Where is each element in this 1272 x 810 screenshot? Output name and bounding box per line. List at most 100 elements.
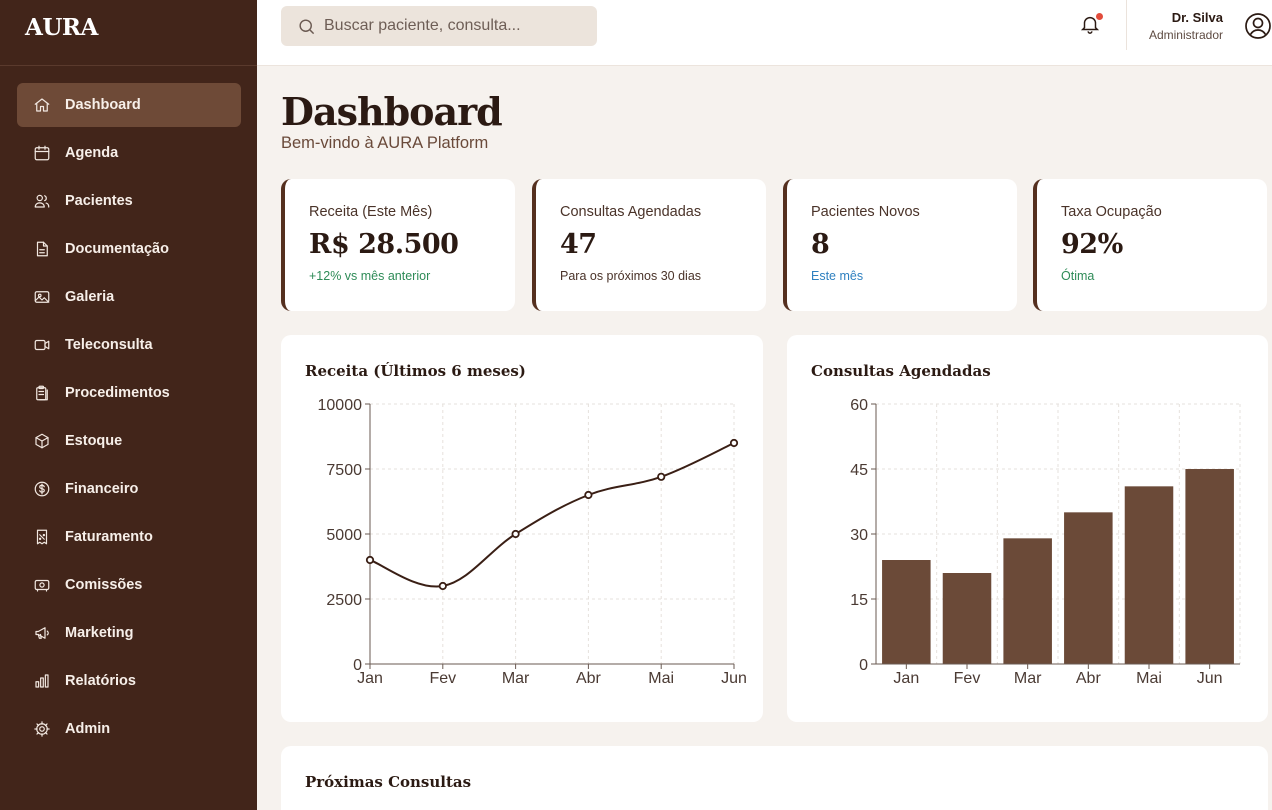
notifications-button[interactable] <box>1079 13 1103 39</box>
sidebar-item-label: Relatórios <box>65 673 136 689</box>
sidebar-item-estoque[interactable]: Estoque <box>17 419 241 463</box>
y-tick-label: 0 <box>353 657 362 674</box>
sidebar-item-label: Galeria <box>65 289 115 305</box>
revenue-line-chart: 0 2500 5000 7500 10000 Jan Fev Mar Abr Mai Jun <box>318 397 747 687</box>
revenue-point <box>584 490 593 500</box>
x-tick-label: Fev <box>429 670 456 687</box>
sidebar-item-procedimentos[interactable]: Procedimentos <box>17 371 241 415</box>
sidebar-item-pacientes[interactable]: Pacientes <box>17 179 241 223</box>
revenue-point <box>657 472 666 481</box>
users-icon <box>33 192 51 210</box>
gear-icon <box>33 720 51 738</box>
sidebar-item-agenda[interactable]: Agenda <box>17 131 241 175</box>
y-tick-label: 60 <box>850 397 868 414</box>
sidebar-item-label: Documentação <box>65 241 169 257</box>
revenue-line <box>369 442 735 588</box>
bell-icon <box>1080 16 1100 34</box>
search-input[interactable] <box>324 17 584 35</box>
calendar-icon <box>33 144 51 162</box>
sidebar-item-faturamento[interactable]: Faturamento <box>17 515 241 559</box>
sidebar-item-label: Dashboard <box>65 97 141 113</box>
banknote-icon <box>33 576 51 594</box>
document-icon <box>33 240 51 258</box>
sidebar-item-admin[interactable]: Admin <box>17 707 241 751</box>
sidebar-item-label: Comissões <box>65 577 143 593</box>
sidebar-item-label: Agenda <box>65 145 119 161</box>
sidebar-item-documentacao[interactable]: Documentação <box>17 227 241 271</box>
stat-card-revenue: Receita (Este Mês) R$ 28.500 +12% vs mês… <box>281 179 515 311</box>
sidebar: AURA Dashboard Agenda Pacientes Documentaçã… <box>0 0 257 810</box>
x-tick-label: Abr <box>576 670 602 687</box>
revenue-point <box>729 438 739 448</box>
y-tick-label: 30 <box>850 527 868 544</box>
bar-chart-icon <box>33 672 51 690</box>
search-box[interactable] <box>281 6 597 46</box>
revenue-point <box>365 555 375 565</box>
y-tick-label: 7500 <box>326 462 362 479</box>
appointments-bar <box>882 560 931 664</box>
sidebar-item-label: Teleconsulta <box>65 337 153 353</box>
x-tick-label: Jun <box>1197 670 1223 687</box>
upcoming-appointments-card: Próximas Consultas <box>281 746 1268 810</box>
sidebar-item-comissoes[interactable]: Comissões <box>17 563 241 607</box>
sidebar-item-label: Admin <box>65 721 111 737</box>
top-header: Dr. Silva Administrador <box>257 0 1272 66</box>
appointments-bar <box>1124 486 1174 664</box>
clipboard-icon <box>33 384 51 402</box>
dollar-icon <box>33 480 51 498</box>
stat-label: Taxa Ocupação <box>1061 204 1162 220</box>
appointments-bar <box>1185 469 1234 664</box>
receipt-icon <box>33 528 51 546</box>
stat-note: Este mês <box>811 269 864 283</box>
stat-value: 92% <box>1061 229 1123 260</box>
appointments-bar-chart: 0 15 30 45 60 Jan Fev Mar Abr Mai Jun <box>850 397 1241 687</box>
page-subtitle: Bem-vindo à AURA Platform <box>281 134 489 152</box>
x-tick-label: Mar <box>1014 670 1042 687</box>
stat-card-new-patients: Pacientes Novos 8 Este mês <box>783 179 1017 311</box>
x-tick-label: Jan <box>893 670 919 687</box>
x-tick-label: Mai <box>648 670 674 687</box>
sidebar-item-label: Procedimentos <box>65 385 170 401</box>
sidebar-item-marketing[interactable]: Marketing <box>17 611 241 655</box>
stat-label: Consultas Agendadas <box>560 204 702 220</box>
revenue-chart-title: Receita (Últimos 6 meses) <box>305 362 526 380</box>
revenue-point <box>511 529 520 539</box>
sidebar-item-galeria[interactable]: Galeria <box>17 275 241 319</box>
home-icon <box>33 96 51 114</box>
page-title: Dashboard <box>281 89 503 134</box>
appointments-bar <box>1064 512 1113 664</box>
sidebar-item-label: Pacientes <box>65 193 133 209</box>
stat-label: Receita (Este Mês) <box>309 204 433 220</box>
y-tick-label: 0 <box>859 657 868 674</box>
sidebar-item-teleconsulta[interactable]: Teleconsulta <box>17 323 241 367</box>
y-tick-label: 15 <box>850 592 868 609</box>
brand-logo[interactable]: AURA <box>0 0 257 66</box>
avatar[interactable] <box>1244 12 1272 40</box>
user-info[interactable]: Dr. Silva Administrador <box>1137 10 1223 42</box>
sidebar-nav: Dashboard Agenda Pacientes Documentação Gale… <box>0 66 257 751</box>
stat-value: R$ 28.500 <box>309 229 459 260</box>
sidebar-item-financeiro[interactable]: Financeiro <box>17 467 241 511</box>
y-tick-label: 2500 <box>326 592 362 609</box>
y-tick-label: 45 <box>850 462 868 479</box>
sidebar-item-dashboard[interactable]: Dashboard <box>17 83 241 127</box>
stat-note: +12% vs mês anterior <box>309 269 431 283</box>
sidebar-item-label: Financeiro <box>65 481 139 497</box>
revenue-chart-card: 0 2500 5000 7500 10000 Jan Fev Mar Abr Mai Jun Rec… <box>281 335 763 722</box>
stat-value: 8 <box>811 229 830 260</box>
sidebar-item-relatorios[interactable]: Relatórios <box>17 659 241 703</box>
upcoming-appointments-title: Próximas Consultas <box>305 773 472 791</box>
sidebar-item-label: Estoque <box>65 433 123 449</box>
stat-card-occupancy: Taxa Ocupação 92% Ótima <box>1033 179 1267 311</box>
y-tick-label: 10000 <box>318 397 363 414</box>
stat-value: 47 <box>560 229 597 260</box>
sidebar-item-label: Faturamento <box>65 529 153 545</box>
x-tick-label: Mai <box>1136 670 1162 687</box>
image-icon <box>33 288 51 306</box>
x-tick-label: Jun <box>721 670 747 687</box>
appointments-bar <box>942 573 992 664</box>
user-circle-icon <box>1245 13 1271 39</box>
y-tick-label: 5000 <box>326 527 362 544</box>
user-name: Dr. Silva <box>1171 10 1223 25</box>
x-tick-label: Jan <box>357 670 383 687</box>
